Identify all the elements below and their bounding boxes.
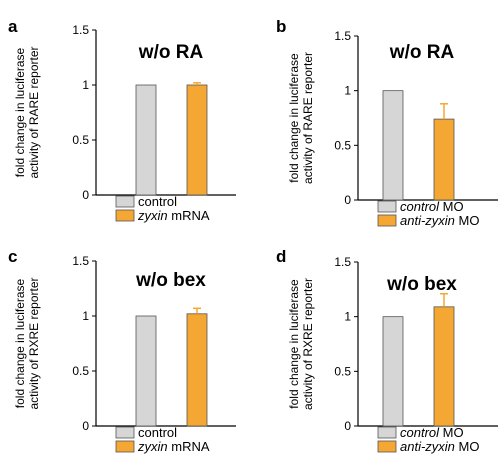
legend-entry: control <box>138 425 177 440</box>
legend-entry: control <box>138 194 177 209</box>
chart-panel-b: b fold change in luciferase activity of RA… <box>276 17 498 228</box>
legend-entry: zyxin mRNA <box>137 439 210 454</box>
legend-swatch <box>377 440 397 453</box>
legend-entry: control MO <box>400 199 464 214</box>
legend-swatch <box>377 200 397 213</box>
y-axis-label-line: activity of RARE reporter <box>301 52 315 184</box>
panel-letter: a <box>8 17 18 36</box>
chart-title: w/o RA <box>389 42 455 63</box>
y-tick-label: 0 <box>82 419 89 433</box>
legend-swatch <box>115 426 135 439</box>
legend-swatch <box>377 426 397 439</box>
panel-letter: d <box>276 247 286 266</box>
bar-control <box>382 316 404 427</box>
y-tick-label: 0.5 <box>72 364 89 378</box>
chart-title: w/o bex <box>135 270 206 291</box>
panel-letter: b <box>276 17 286 36</box>
bar-control <box>135 84 157 196</box>
y-tick-label: 1.5 <box>72 23 89 37</box>
bar-treatment <box>186 84 208 196</box>
legend-entry: zyxin mRNA <box>137 208 210 223</box>
y-tick-label: 1 <box>344 310 351 324</box>
y-tick-label: 0.5 <box>334 138 351 152</box>
y-tick-label: 1 <box>82 78 89 92</box>
legend-swatch <box>377 214 397 227</box>
legend-swatch <box>115 209 135 222</box>
bar-treatment <box>433 306 455 427</box>
chart-title: w/o RA <box>138 42 204 63</box>
chart-title: w/o bex <box>386 274 457 295</box>
y-axis-label-line: activity of RARE reporter <box>27 46 41 178</box>
panel-letter: c <box>8 247 17 266</box>
y-axis-label-line: fold change in luciferase <box>13 47 27 177</box>
legend-swatch <box>115 195 135 208</box>
legend-entry: anti-zyxin MO <box>400 439 479 454</box>
chart-panel-c: c fold change in luciferase activity of RX… <box>8 247 236 454</box>
y-tick-label: 1 <box>344 84 351 98</box>
y-axis-label-line: fold change in luciferase <box>287 53 301 183</box>
legend-entry: control MO <box>400 425 464 440</box>
legend-entry: anti-zyxin MO <box>400 213 479 228</box>
y-axis-label-line: fold change in luciferase <box>13 278 27 408</box>
y-axis-label-line: activity of RXRE reporter <box>301 278 315 410</box>
y-tick-label: 1.5 <box>334 255 351 269</box>
legend-swatch <box>115 440 135 453</box>
y-axis-label-line: activity of RXRE reporter <box>27 277 41 409</box>
bar-control <box>135 315 157 427</box>
y-tick-label: 0 <box>344 193 351 207</box>
y-tick-label: 0.5 <box>334 364 351 378</box>
y-tick-label: 1.5 <box>334 29 351 43</box>
bar-treatment <box>186 313 208 427</box>
chart-panel-a: a fold change in luciferase activity of RA… <box>8 17 236 223</box>
bar-treatment <box>433 118 455 201</box>
y-tick-label: 0.5 <box>72 133 89 147</box>
bar-control <box>382 90 404 201</box>
y-tick-label: 0 <box>82 188 89 202</box>
y-axis-label-line: fold change in luciferase <box>287 279 301 409</box>
y-tick-label: 1.5 <box>72 254 89 268</box>
y-tick-label: 1 <box>82 309 89 323</box>
y-tick-label: 0 <box>344 419 351 433</box>
